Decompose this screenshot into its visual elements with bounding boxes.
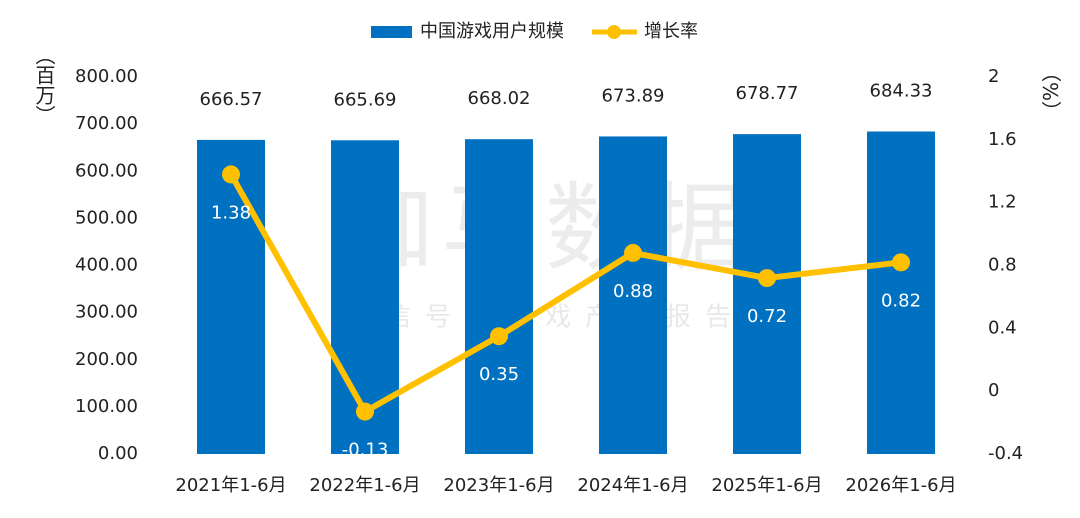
line-value-label: 0.88 [613,281,653,302]
bar [197,139,265,454]
y2-tick-label: 0 [988,380,999,401]
line-value-label: 0.82 [881,290,921,311]
line-point [758,269,776,288]
y2-tick-label: -0.4 [988,443,1023,464]
line-point [356,402,374,421]
legend-swatch [607,25,621,39]
y2-tick-label: 2 [988,66,999,87]
y-tick-label: 0.00 [98,443,138,464]
line-point [490,327,508,346]
x-tick-label: 2022年1-6月 [309,475,420,496]
bar [733,134,801,454]
bar [599,136,667,455]
line-value-label: 0.35 [479,364,519,385]
y2-tick-label: 1.2 [988,192,1017,213]
y2-axis-label: （%） [1038,62,1062,122]
y-tick-label: 300.00 [75,302,138,323]
y2-tick-label: 0.4 [988,317,1017,338]
y-tick-label: 800.00 [75,66,138,87]
bar-value-label: 673.89 [602,85,665,106]
y-tick-label: 500.00 [75,207,138,228]
line-point [624,243,642,262]
y-tick-label: 200.00 [75,349,138,370]
y2-tick-label: 1.6 [988,129,1017,150]
bar [867,131,935,454]
bar-value-label: 665.69 [334,89,397,110]
line-point [892,253,910,272]
bar-value-label: 666.57 [200,89,263,110]
legend-label: 中国游戏用户规模 [420,21,564,42]
line-value-label: -0.13 [342,440,389,461]
line-value-label: 1.38 [211,202,251,223]
bar-value-label: 684.33 [870,81,933,102]
y-axis-label: （百万） [32,45,56,125]
y-tick-label: 400.00 [75,255,138,276]
y2-tick-label: 0.8 [988,255,1017,276]
y-tick-label: 600.00 [75,160,138,181]
x-tick-label: 2021年1-6月 [175,475,286,496]
y-tick-label: 100.00 [75,396,138,417]
legend-label: 增长率 [644,21,698,42]
y-tick-label: 700.00 [75,113,138,134]
legend-swatch [371,26,412,38]
line [228,172,902,415]
bar-value-label: 668.02 [468,88,531,109]
line-value-label: 0.72 [747,306,787,327]
line-point [222,165,240,184]
x-tick-label: 2026年1-6月 [845,475,956,496]
x-tick-label: 2023年1-6月 [443,475,554,496]
x-tick-label: 2025年1-6月 [711,475,822,496]
watermark: 伽马数据 [337,172,753,284]
bar-value-label: 678.77 [736,83,799,104]
bar [465,139,533,455]
x-tick-label: 2024年1-6月 [577,475,688,496]
